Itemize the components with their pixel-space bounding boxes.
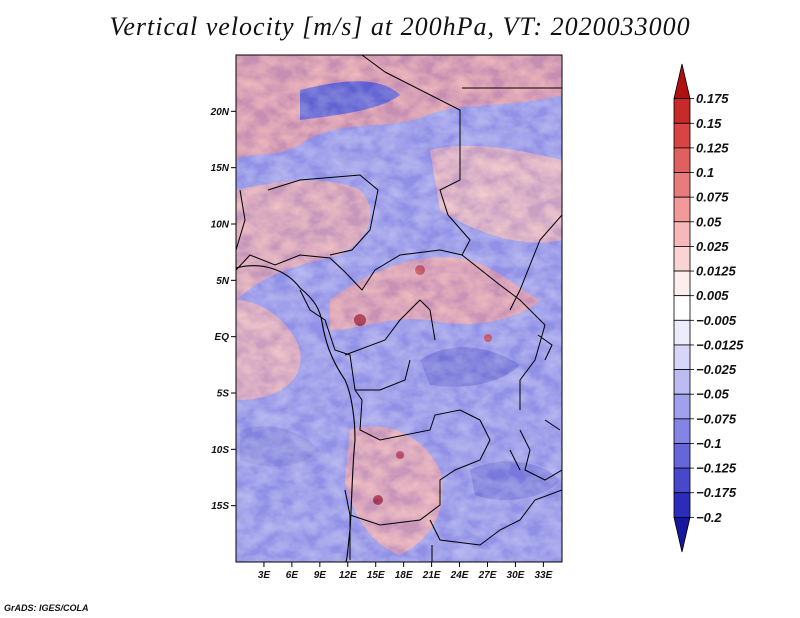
colorbar-swatch <box>673 516 691 553</box>
lon-tick-label: 27E <box>478 570 497 581</box>
colorbar-swatch <box>673 196 691 223</box>
colorbar-swatch <box>673 319 691 346</box>
colorbar-swatch <box>673 369 691 395</box>
colorbar-swatch <box>673 344 691 370</box>
velocity-field <box>236 55 562 562</box>
colorbar-label: −0.05 <box>696 387 730 402</box>
colorbar-label: −0.1 <box>696 436 722 451</box>
lat-tick-label: 10N <box>211 220 230 231</box>
lat-tick-label: 5S <box>217 389 230 400</box>
colorbar-swatch <box>673 63 691 100</box>
colorbar-label: −0.125 <box>696 461 737 476</box>
colorbar-label: 0.0125 <box>696 264 737 279</box>
colorbar-swatch <box>673 270 691 297</box>
lat-tick-label: EQ <box>215 332 230 343</box>
colorbar-label: 0.025 <box>696 239 729 254</box>
colorbar-label: −0.0125 <box>696 337 744 352</box>
colorbar-label: 0.05 <box>696 214 722 229</box>
colorbar-swatch <box>673 172 691 198</box>
colorbar-swatch <box>673 443 691 469</box>
lat-tick-label: 20N <box>210 107 230 118</box>
colorbar-label: 0.125 <box>696 140 729 155</box>
colorbar-label: −0.2 <box>696 510 722 525</box>
lon-tick-label: 9E <box>314 570 327 581</box>
colorbar-label: −0.075 <box>696 411 737 426</box>
colorbar-swatch <box>673 295 691 321</box>
colorbar-swatch <box>673 98 691 124</box>
grads-credit: GrADS: IGES/COLA <box>4 603 89 613</box>
lon-tick-label: 15E <box>367 570 385 581</box>
lon-tick-label: 12E <box>339 570 357 581</box>
colorbar-label: −0.005 <box>696 313 737 328</box>
colorbar: 0.175 0.15 0.125 0.1 0.075 0.05 0.025 0.0125 0.0… <box>673 63 744 553</box>
colorbar-swatch <box>673 122 691 149</box>
colorbar-label: 0.1 <box>696 165 714 180</box>
colorbar-swatch <box>673 147 691 173</box>
lon-tick-label: 30E <box>507 570 525 581</box>
lon-tick-label: 18E <box>395 570 413 581</box>
chart-title: Vertical velocity [m/s] at 200hPa, VT: 2… <box>109 12 691 41</box>
lon-tick-label: 24E <box>450 570 469 581</box>
colorbar-swatch <box>673 492 691 518</box>
lon-tick-label: 33E <box>534 570 552 581</box>
colorbar-swatch <box>673 393 691 420</box>
colorbar-swatch <box>673 418 691 444</box>
lat-tick-label: 10S <box>211 445 229 456</box>
lat-tick-label: 15N <box>211 163 230 174</box>
lon-tick-label: 3E <box>258 570 271 581</box>
coastline <box>236 265 356 562</box>
colorbar-label: 0.005 <box>696 288 729 303</box>
colorbar-swatch <box>673 221 691 247</box>
lat-tick-label: 5N <box>216 276 230 287</box>
colorbar-label: −0.175 <box>696 485 737 500</box>
colorbar-label: 0.075 <box>696 190 729 205</box>
lat-tick-label: 15S <box>211 501 229 512</box>
lon-tick-label: 6E <box>286 570 299 581</box>
longitude-axis: 3E 6E 9E 12E 15E 18E 21E 24E 27E 30E 33E <box>258 562 553 581</box>
colorbar-label: −0.025 <box>696 362 737 377</box>
colorbar-swatch <box>673 246 691 272</box>
colorbar-label: 0.175 <box>696 91 729 106</box>
country-boundaries <box>236 55 562 562</box>
colorbar-swatch <box>673 467 691 494</box>
colorbar-label: 0.15 <box>696 116 722 131</box>
lon-tick-label: 21E <box>422 570 441 581</box>
latitude-axis: 20N 15N 10N 5N EQ 5S 10S 15S <box>210 107 236 512</box>
